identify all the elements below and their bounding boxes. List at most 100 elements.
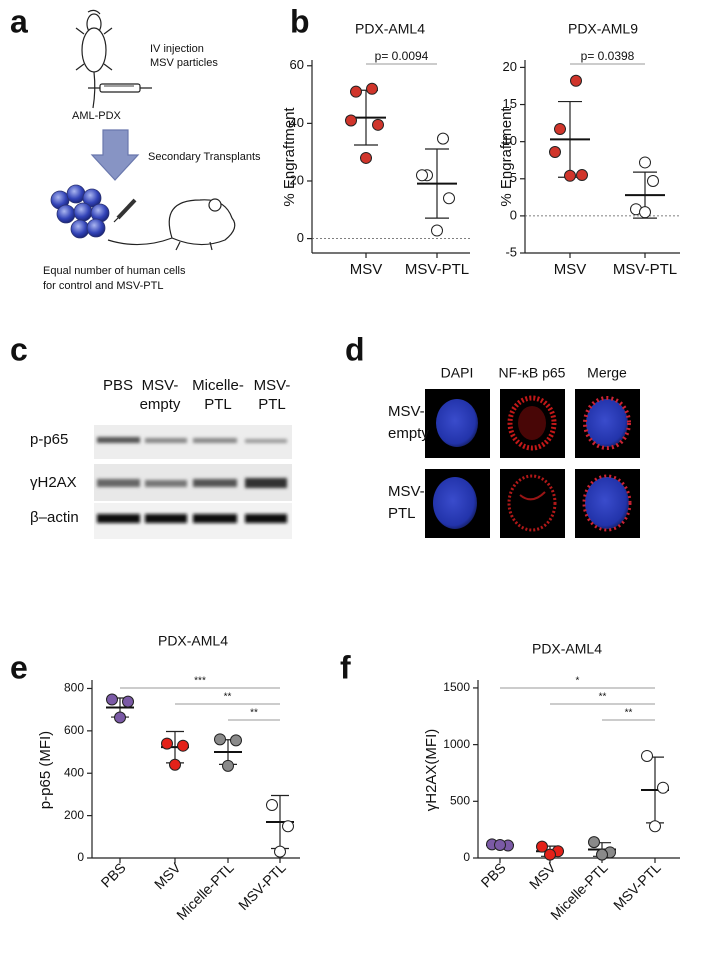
data-point [564, 169, 576, 182]
x-tick-label: Micelle-PTL [173, 859, 237, 923]
significance-label: ** [250, 708, 258, 719]
chart-title: PDX-AML4 [355, 21, 425, 37]
panel-letter: a [10, 3, 28, 39]
data-point [596, 848, 608, 861]
data-point [639, 206, 651, 219]
y-tick-label: 200 [64, 808, 84, 822]
data-point [576, 169, 588, 182]
significance-label: ** [625, 708, 633, 719]
y-tick-label: 0 [510, 207, 517, 222]
blot-row-label: γH2AX [30, 474, 77, 491]
blot-column-label: empty [140, 396, 181, 413]
data-point [214, 733, 226, 746]
data-point [657, 781, 669, 794]
x-tick-label: MSV-PTL [610, 859, 664, 913]
diagram-label: IV injection [150, 43, 204, 55]
data-point [544, 848, 556, 861]
x-tick-label: MSV-PTL [613, 261, 677, 278]
image-column-label: DAPI [441, 365, 474, 381]
panel-letter: b [290, 3, 310, 39]
x-tick-label: PBS [98, 859, 129, 890]
significance-label: *** [194, 676, 206, 687]
diagram-label: Secondary Transplants [148, 151, 261, 163]
y-tick-label: 20 [503, 59, 517, 74]
data-point [360, 151, 372, 164]
significance-label: ** [599, 692, 607, 703]
x-tick-label: PBS [478, 859, 509, 890]
data-point [570, 74, 582, 87]
y-tick-label: 800 [64, 681, 84, 695]
blot-column-label: PTL [258, 396, 286, 413]
data-point [169, 758, 181, 771]
y-tick-label: 15 [503, 96, 517, 111]
data-point [122, 695, 134, 708]
microscopy-images [425, 389, 640, 538]
blot-row-label: β–actin [30, 509, 79, 526]
data-point [161, 737, 173, 750]
y-tick-label: 1500 [443, 680, 470, 694]
data-point [230, 734, 242, 747]
y-axis-label: % Engraftment [498, 107, 515, 207]
data-point [222, 759, 234, 772]
significance-label: ** [224, 692, 232, 703]
y-tick-label: 10 [503, 133, 517, 148]
y-tick-label: 1000 [443, 737, 470, 751]
image-row-label: empty [388, 425, 429, 442]
diagram-a-art [50, 9, 236, 251]
blot-strips [94, 425, 292, 539]
chart-title: PDX-AML4 [158, 633, 228, 649]
data-point [536, 840, 548, 853]
y-tick-label: 20 [290, 172, 304, 187]
data-point [588, 836, 600, 849]
data-point [274, 845, 286, 858]
data-point [639, 156, 651, 169]
x-tick-label: MSV [350, 261, 383, 278]
data-point [549, 146, 561, 159]
significance-label: * [576, 676, 580, 687]
y-tick-label: 5 [510, 170, 517, 185]
data-point [282, 820, 294, 833]
significance-label: p= 0.0398 [581, 49, 635, 63]
significance-label: p= 0.0094 [375, 49, 429, 63]
panel-letter: c [10, 331, 28, 367]
image-row-label: PTL [388, 505, 416, 522]
y-tick-label: 60 [290, 57, 304, 72]
y-tick-label: 40 [290, 115, 304, 130]
diagram-label: Equal number of human cells [43, 265, 186, 277]
y-axis-label: % Engraftment [281, 107, 298, 207]
data-point [114, 711, 126, 724]
y-axis-label: γH2AX(MFI) [423, 729, 440, 812]
image-row-label: MSV- [388, 403, 425, 420]
x-tick-label: MSV [526, 859, 559, 892]
y-axis-label: p-p65 (MFI) [37, 731, 54, 809]
data-point [350, 85, 362, 98]
data-point [649, 820, 661, 833]
y-tick-label: 0 [77, 850, 84, 864]
x-tick-label: MSV [151, 859, 184, 892]
panel-letter: e [10, 649, 28, 685]
blot-column-label: MSV- [142, 377, 179, 394]
blot-column-label: MSV- [254, 377, 291, 394]
data-point [641, 749, 653, 762]
data-point [443, 192, 455, 205]
data-point [266, 799, 278, 812]
blot-column-label: PBS [103, 377, 133, 394]
y-tick-label: 400 [64, 765, 84, 779]
diagram-label: AML-PDX [72, 110, 122, 122]
data-point [366, 82, 378, 95]
image-row-label: MSV- [388, 483, 425, 500]
blot-column-label: Micelle- [192, 377, 244, 394]
x-tick-label: MSV [554, 261, 587, 278]
image-column-label: NF-κB p65 [499, 365, 566, 381]
y-tick-label: 0 [297, 230, 304, 245]
data-point [372, 118, 384, 131]
diagram-label: MSV particles [150, 57, 218, 69]
blot-column-label: PTL [204, 396, 232, 413]
diagram-label: for control and MSV-PTL [43, 280, 163, 292]
chart-title: PDX-AML4 [532, 641, 602, 657]
chart-title: PDX-AML9 [568, 21, 638, 37]
data-point [106, 693, 118, 706]
panel-letter: f [340, 649, 351, 685]
data-point [431, 224, 443, 237]
